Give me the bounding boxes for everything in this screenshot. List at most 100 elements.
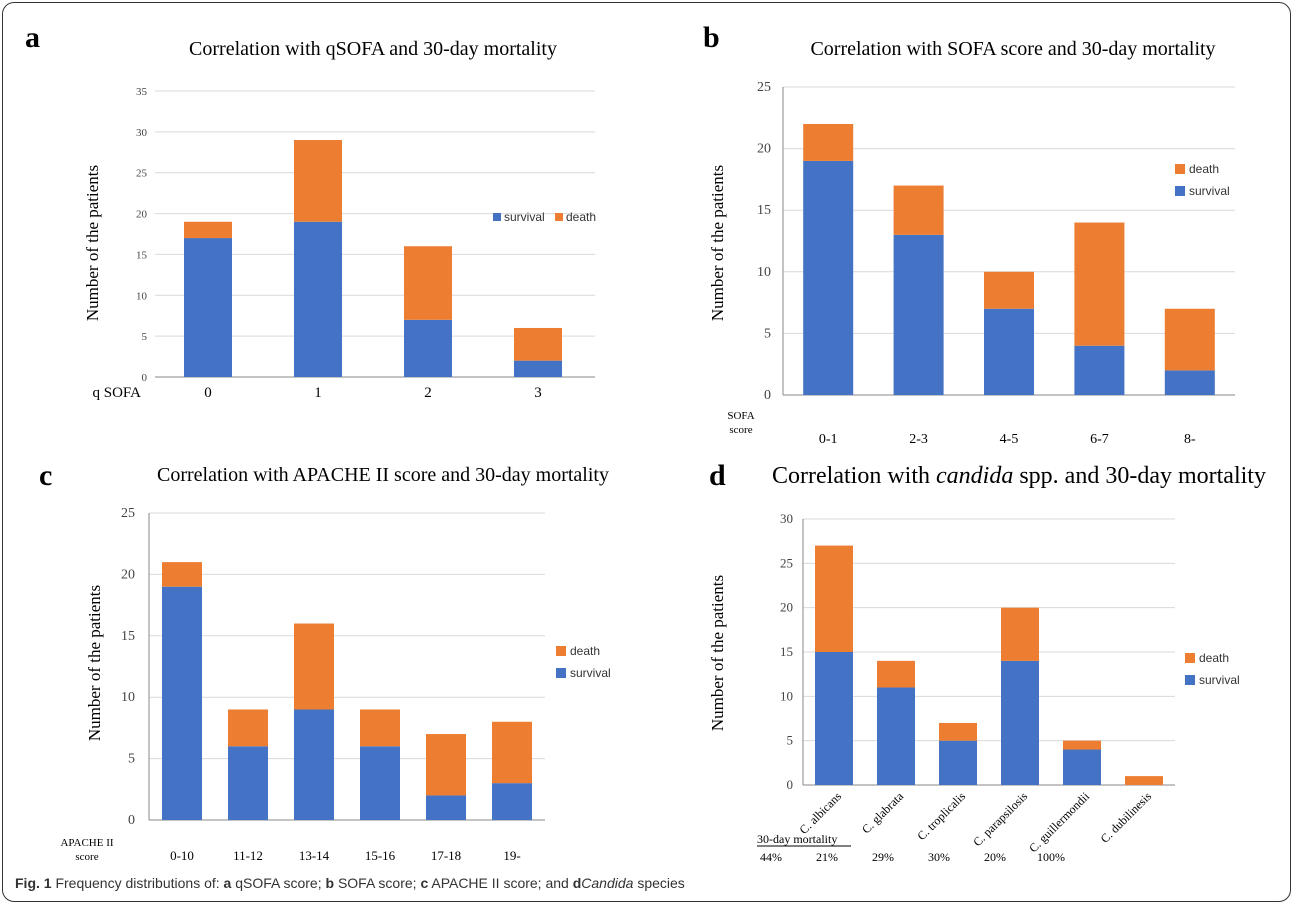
legend-swatch-survival bbox=[1175, 186, 1185, 196]
bar-survival-c-0 bbox=[162, 586, 202, 820]
y-tick-label-a: 0 bbox=[142, 372, 148, 384]
caption-text-c: APACHE II score; and bbox=[428, 875, 573, 891]
legend-label-death: death bbox=[1189, 162, 1219, 176]
legend-label-death: death bbox=[566, 210, 596, 224]
legend-swatch-survival bbox=[556, 668, 566, 678]
caption-panel-c: c bbox=[420, 875, 429, 891]
panel-c: c Correlation with APACHE II score and 30… bbox=[39, 459, 611, 863]
legend-swatch-death bbox=[555, 213, 563, 221]
bar-survival-a-0 bbox=[184, 238, 232, 377]
y-tick-label-a: 5 bbox=[142, 331, 148, 343]
x-tick-label-d: C. albicans bbox=[797, 789, 845, 837]
bar-death-d-3 bbox=[1001, 607, 1039, 661]
bar-death-c-1 bbox=[228, 709, 268, 747]
caption-text-a: qSOFA score; bbox=[231, 875, 326, 891]
x-tick-label-c: 0-10 bbox=[170, 848, 194, 863]
panel-letter-d: d bbox=[709, 459, 726, 492]
bar-death-a-0 bbox=[184, 221, 232, 239]
y-tick-label-c: 15 bbox=[121, 629, 135, 644]
y-axis-label-c: Number of the patients bbox=[85, 585, 104, 741]
chart-title-part-2: spp. and 30-day mortality bbox=[1013, 463, 1266, 489]
y-axis-label-b: Number of the patients bbox=[708, 165, 727, 321]
panel-letter-b: b bbox=[703, 21, 720, 54]
caption-panel-d: d bbox=[572, 875, 582, 891]
x-tick-label-a: 0 bbox=[204, 385, 212, 401]
caption-prefix: Fig. 1 bbox=[15, 875, 52, 891]
bar-death-d-5 bbox=[1125, 776, 1163, 785]
x-tick-label-c: 19- bbox=[503, 848, 520, 863]
legend-swatch-death bbox=[1185, 653, 1195, 663]
y-tick-label-d: 5 bbox=[787, 733, 794, 748]
bar-survival-a-1 bbox=[294, 221, 342, 377]
y-tick-label-d: 30 bbox=[780, 511, 793, 526]
caption-text-d-italic: Candida bbox=[581, 875, 633, 891]
y-tick-label-d: 10 bbox=[780, 688, 793, 703]
bar-death-b-3 bbox=[1074, 222, 1125, 346]
bar-survival-d-2 bbox=[939, 740, 977, 785]
bar-survival-b-3 bbox=[1074, 345, 1125, 395]
y-tick-label-c: 25 bbox=[121, 506, 135, 521]
bar-death-b-2 bbox=[984, 271, 1034, 309]
legend-label-survival: survival bbox=[570, 666, 611, 680]
legend-label-survival: survival bbox=[1199, 673, 1240, 687]
bar-survival-c-4 bbox=[426, 795, 466, 820]
bar-death-b-1 bbox=[893, 185, 944, 235]
bar-death-d-1 bbox=[877, 660, 915, 688]
x-tick-label-a: 2 bbox=[424, 385, 432, 401]
chart-title-b: Correlation with SOFA score and 30-day m… bbox=[810, 38, 1215, 60]
bar-survival-b-0 bbox=[803, 160, 854, 395]
bar-survival-b-1 bbox=[893, 234, 944, 395]
bar-survival-d-4 bbox=[1063, 749, 1101, 785]
y-tick-label-b: 15 bbox=[757, 203, 771, 218]
panel-d: d Correlation with candida spp. and 30-da… bbox=[708, 459, 1266, 864]
x-tick-label-c: 13-14 bbox=[299, 848, 330, 863]
y-tick-label-a: 15 bbox=[136, 249, 148, 261]
chart-title-part-1: Correlation with bbox=[772, 463, 936, 489]
legend-swatch-death bbox=[556, 646, 566, 656]
bar-survival-c-2 bbox=[294, 709, 334, 820]
panel-a: a Correlation with qSOFA and 30-day morta… bbox=[25, 21, 596, 401]
x-axis-label-a: q SOFA bbox=[93, 385, 142, 401]
x-axis-label-c: score bbox=[75, 851, 98, 863]
bar-survival-c-1 bbox=[228, 746, 268, 820]
bar-death-a-1 bbox=[294, 140, 342, 222]
bar-survival-b-2 bbox=[984, 308, 1034, 395]
x-tick-label-b: 8- bbox=[1184, 432, 1196, 447]
bar-death-d-2 bbox=[939, 722, 977, 741]
x-tick-label-a: 1 bbox=[314, 385, 322, 401]
x-tick-label-c: 17-18 bbox=[431, 848, 461, 863]
mortality-value: 21% bbox=[816, 850, 838, 864]
figure-caption: Fig. 1 Frequency distributions of: a qSO… bbox=[15, 875, 685, 891]
y-tick-label-a: 30 bbox=[136, 127, 148, 139]
legend-label-death: death bbox=[570, 644, 600, 658]
figure-canvas: a Correlation with qSOFA and 30-day morta… bbox=[25, 21, 1266, 864]
bar-survival-c-5 bbox=[492, 783, 532, 820]
y-tick-label-d: 20 bbox=[780, 600, 793, 615]
x-tick-label-c: 15-16 bbox=[365, 848, 396, 863]
chart-title-c: Correlation with APACHE II score and 30-… bbox=[157, 464, 609, 486]
caption-text-b: SOFA score; bbox=[334, 875, 421, 891]
x-tick-label-b: 6-7 bbox=[1090, 432, 1109, 447]
bar-survival-c-3 bbox=[360, 746, 400, 820]
y-tick-label-a: 20 bbox=[136, 209, 148, 221]
y-tick-label-a: 25 bbox=[136, 168, 148, 180]
legend-label-survival: survival bbox=[504, 210, 545, 224]
mortality-value: 100% bbox=[1037, 850, 1065, 864]
x-tick-label-b: 0-1 bbox=[819, 432, 838, 447]
x-axis-label-c: APACHE II bbox=[60, 837, 113, 849]
caption-text: Frequency distributions of: bbox=[51, 875, 224, 891]
bar-death-c-2 bbox=[294, 623, 334, 710]
bar-death-c-0 bbox=[162, 562, 202, 587]
bar-death-b-0 bbox=[803, 123, 854, 161]
x-tick-label-b: 2-3 bbox=[909, 432, 928, 447]
bar-death-c-5 bbox=[492, 721, 532, 784]
x-tick-label-b: 4-5 bbox=[1000, 432, 1019, 447]
panel-b: b Correlation with SOFA score and 30-day … bbox=[703, 21, 1235, 447]
panel-letter-a: a bbox=[25, 21, 40, 54]
bar-death-d-0 bbox=[815, 545, 853, 652]
y-tick-label-b: 10 bbox=[757, 265, 771, 280]
mortality-value: 30% bbox=[928, 850, 950, 864]
x-tick-label-a: 3 bbox=[534, 385, 542, 401]
bar-death-b-4 bbox=[1164, 308, 1215, 371]
bar-survival-a-3 bbox=[514, 360, 562, 377]
